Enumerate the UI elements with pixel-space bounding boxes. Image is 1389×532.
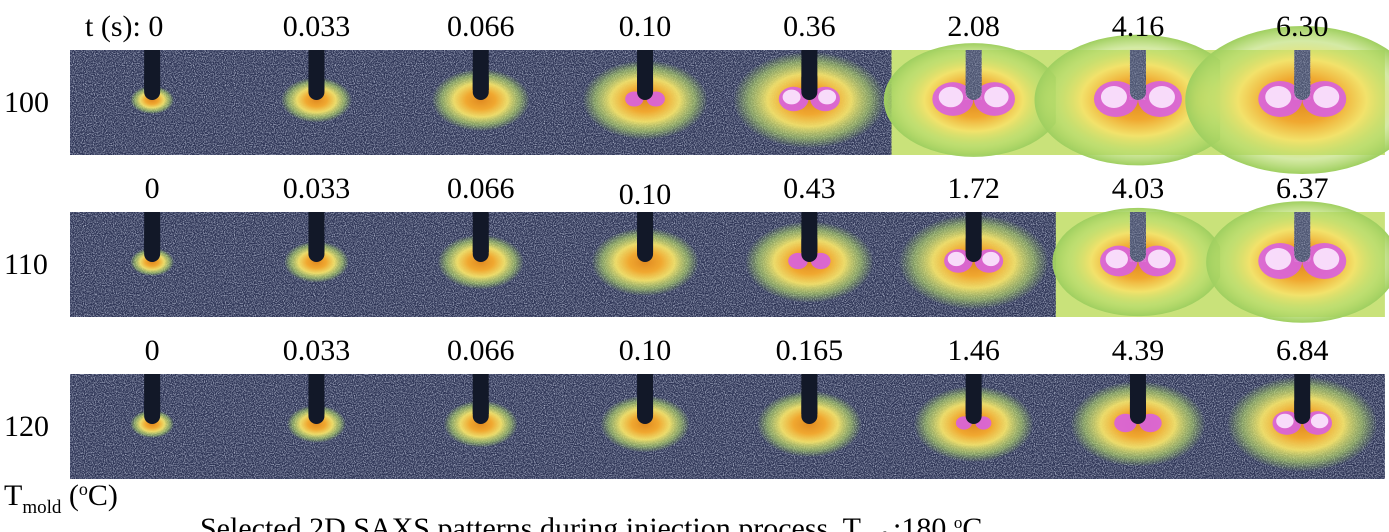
row-label: 110 — [4, 248, 48, 281]
time-label: 0.10 — [619, 178, 672, 211]
time-label: 0.066 — [447, 172, 515, 205]
caption-unit: C — [962, 512, 982, 532]
time-label: 0.066 — [447, 334, 515, 367]
y-axis-label: Tmold (oC) — [4, 479, 118, 518]
time-label: 6.37 — [1276, 172, 1329, 205]
time-label: 0.033 — [283, 334, 351, 367]
time-label: 0.033 — [283, 172, 351, 205]
time-label: 0.10 — [619, 334, 672, 367]
pattern-panel — [562, 212, 728, 317]
time-label: 1.72 — [947, 172, 1000, 205]
caption: Selected 2D SAXS patterns during injecti… — [200, 512, 982, 532]
pattern-panel — [70, 212, 235, 317]
time-label: 2.08 — [947, 10, 1000, 43]
row-label: 120 — [4, 410, 49, 443]
time-label: 0 — [145, 334, 160, 367]
row-label: 100 — [4, 86, 49, 119]
label-main: T — [4, 479, 22, 512]
time-label: t (s): 0 — [85, 10, 163, 43]
time-label: 4.39 — [1112, 334, 1165, 367]
time-label: 4.16 — [1112, 10, 1165, 43]
pattern-panel — [398, 212, 564, 317]
caption-text: Selected 2D SAXS patterns during injecti… — [200, 512, 861, 532]
time-label: 0.165 — [776, 334, 844, 367]
caption-sup: o — [954, 513, 963, 532]
pattern-panel — [398, 50, 564, 155]
pattern-panel — [1206, 201, 1389, 323]
caption-sub: melt — [861, 528, 893, 532]
pattern-panel — [70, 374, 235, 479]
pattern-panel — [883, 43, 1064, 157]
time-label: 0.066 — [447, 10, 515, 43]
time-label: 0 — [145, 172, 160, 205]
label-open: ( — [61, 479, 79, 512]
pattern-panel — [1055, 374, 1221, 479]
time-label: 0.43 — [783, 172, 836, 205]
time-label: 1.46 — [947, 334, 1000, 367]
pattern-panel — [727, 374, 892, 479]
pattern-panel — [891, 212, 1057, 317]
pattern-panel — [1052, 207, 1224, 317]
pattern-panel — [562, 374, 728, 479]
time-label: 0.10 — [619, 10, 672, 43]
pattern-panel — [727, 50, 892, 155]
pattern-panel — [70, 50, 235, 155]
caption-value: :180 — [893, 512, 954, 532]
pattern-panel — [891, 374, 1057, 479]
pattern-panel — [562, 50, 728, 155]
pattern-panel — [234, 374, 400, 479]
time-label: 0.033 — [283, 10, 351, 43]
pattern-panel — [727, 212, 892, 317]
pattern-panel — [234, 50, 400, 155]
time-label: 4.03 — [1112, 172, 1165, 205]
time-label: 0.36 — [783, 10, 836, 43]
pattern-panel — [1220, 374, 1385, 479]
pattern-panel — [398, 374, 564, 479]
pattern-panel — [234, 212, 400, 317]
label-close: C) — [88, 479, 118, 512]
pattern-grid — [70, 26, 1389, 479]
label-sup: o — [79, 479, 88, 499]
time-label: 6.30 — [1276, 10, 1329, 43]
label-sub: mold — [22, 497, 62, 518]
time-label: 6.84 — [1276, 334, 1329, 367]
pattern-panel — [1185, 26, 1389, 174]
